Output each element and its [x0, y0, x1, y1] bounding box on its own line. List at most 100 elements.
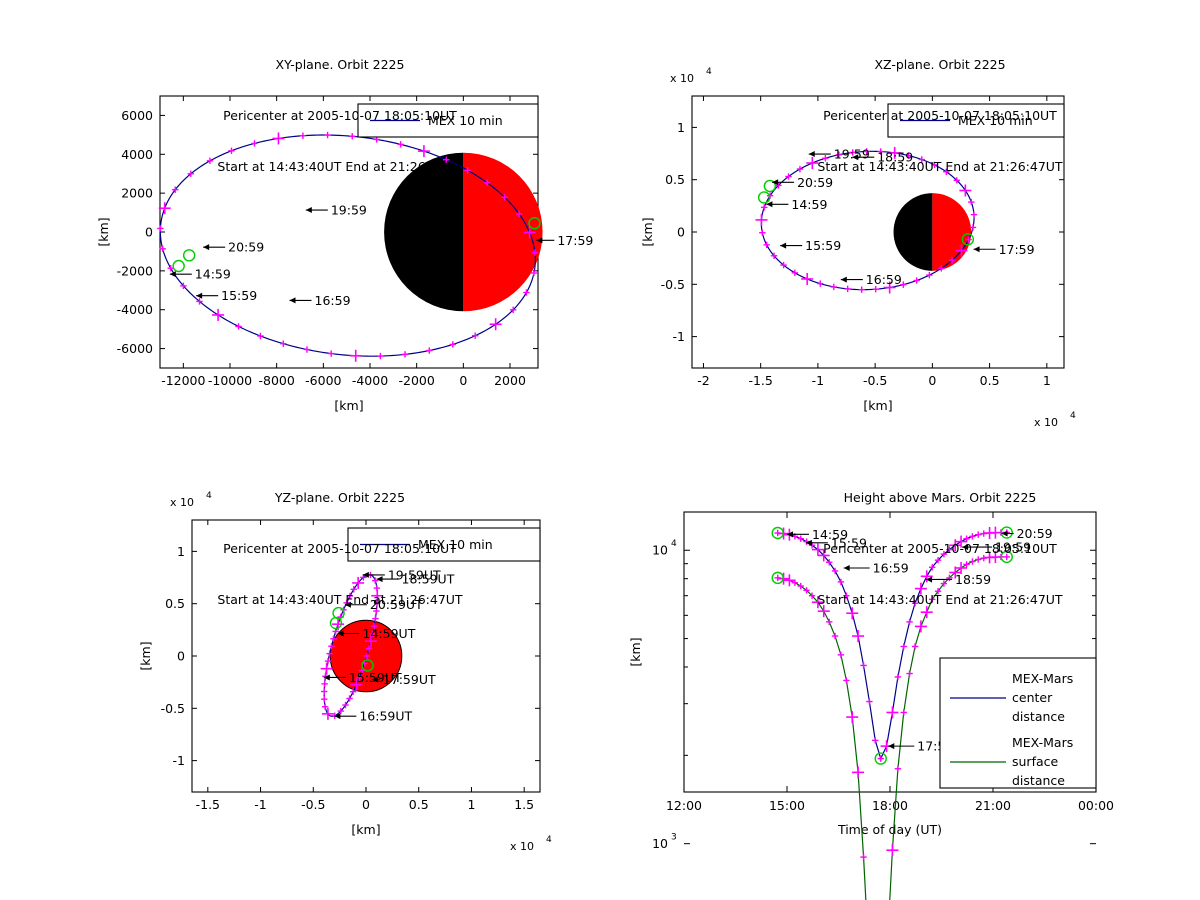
- yz-orbit-marker-26: [350, 678, 363, 691]
- xy-annotation-1759: 17:59: [536, 233, 593, 248]
- annotation-label: 14:59: [812, 527, 848, 542]
- xz-xtick-1: -1.5: [748, 373, 772, 388]
- panel-xy-title-line2: Pericenter at 2005-10-07 18:05:10UT: [223, 108, 457, 123]
- xy-orbit-marker-24: [180, 282, 187, 290]
- height-surface-marker-40: [1003, 553, 1010, 561]
- height-ytick-exponent-1: 3: [671, 833, 677, 843]
- height-center-marker-12: [843, 592, 850, 599]
- height-xlabel: Time of day (UT): [837, 822, 942, 837]
- xy-legend[interactable]: MEX 10 min: [357, 103, 539, 138]
- annotation-label: 19:59: [995, 540, 1031, 555]
- yz-orbit-marker-10: [330, 635, 337, 642]
- xz-annotation-1959: 19:59: [808, 147, 870, 162]
- yz-xlabel: [km]: [351, 822, 380, 837]
- xy-orbit-marker-34: [401, 351, 409, 358]
- xy-orbit-marker-37: [471, 332, 479, 339]
- xz-annotation-1859: 18:59: [852, 150, 913, 165]
- yz-annotation-1659: 16:59UT: [334, 709, 413, 724]
- xz-orbit-marker-13: [822, 155, 829, 162]
- xz-xaxis-exponent-power: 4: [1070, 411, 1076, 421]
- height-legend-surface-line-0: MEX-Mars: [1012, 735, 1073, 750]
- xz-yaxis-exponent-power: 4: [706, 67, 712, 77]
- height-annotation-2059: 20:59: [1001, 526, 1053, 541]
- xy-orbit-marker-35: [426, 347, 433, 354]
- yz-ytick-3: -0.5: [161, 701, 185, 716]
- height-surface-marker-25: [914, 620, 927, 633]
- height-xtick-4: 00:00: [1078, 798, 1114, 813]
- xy-orbit-marker-25: [196, 298, 203, 305]
- xz-orbit-marker-10: [863, 148, 870, 155]
- xz-orbit-marker-22: [763, 241, 770, 249]
- xz-orbit-marker-9: [877, 148, 884, 155]
- panel-yz-plane: YZ-plane. Orbit 2225 Pericenter at 2005-…: [0, 440, 600, 900]
- annotation-label: 17:59: [557, 233, 593, 248]
- yz-orbit-marker-20: [321, 707, 334, 720]
- xz-orbit-marker-35: [926, 271, 933, 279]
- yz-orbit-marker-17: [320, 688, 328, 695]
- yz-legend[interactable]: MEX 10 min: [347, 527, 541, 562]
- height-surface-marker-2: [783, 574, 796, 587]
- height-annotation-1559: 15:59: [805, 535, 867, 550]
- xz-annotation-1759: 17:59: [973, 242, 1035, 257]
- yz-orbit-marker-33: [369, 630, 376, 637]
- xy-pericenter-circle: [528, 217, 541, 230]
- yz-xtick-0: -1.5: [196, 797, 220, 812]
- xz-annotation-1459: 14:59: [766, 197, 827, 212]
- legend-label: MEX 10 min: [418, 537, 493, 552]
- xz-orbit-marker-11: [849, 149, 856, 156]
- height-annotation-1659: 16:59: [843, 560, 909, 575]
- height-surface-marker-15: [860, 853, 867, 861]
- panel-yz-title-line2: Pericenter at 2005-10-07 18:05:10UT: [223, 541, 457, 556]
- xz-orbit-marker-31: [872, 285, 879, 293]
- panel-height-above-mars: Height above Mars. Orbit 2225 Pericenter…: [600, 440, 1200, 900]
- xz-endpoint-circle-end: [757, 191, 771, 204]
- panel-xz-title-line2: Pericenter at 2005-10-07 18:05:10UT: [823, 108, 1057, 123]
- xz-orbit-marker-3: [953, 177, 961, 184]
- xz-orbit-marker-2: [959, 184, 972, 197]
- yz-orbit-marker-19: [321, 703, 329, 710]
- annotation-label: 17:59: [999, 242, 1035, 257]
- yz-orbit-marker-40: [372, 577, 379, 584]
- height-center-marker-10: [831, 567, 839, 575]
- xy-ylabel: [km]: [96, 217, 111, 246]
- xz-xtick-5: 0.5: [980, 373, 1000, 388]
- xz-ytick-1: 0.5: [665, 172, 685, 187]
- height-center-end-circle: [1000, 526, 1013, 539]
- xy-orbit-marker-21: [157, 225, 164, 232]
- yz-xtick-5: 1: [467, 797, 475, 812]
- xy-xtick-1: -10000: [208, 373, 252, 388]
- height-center-marker-34: [969, 533, 976, 540]
- xz-legend[interactable]: MEX 10 min: [887, 103, 1065, 138]
- height-surface-marker-33: [963, 561, 970, 568]
- height-surface-start-circle: [771, 571, 784, 585]
- height-center-marker-28: [934, 556, 942, 564]
- height-surface-marker-22: [900, 709, 907, 716]
- yz-orbit-marker-4: [346, 592, 354, 600]
- height-center-marker-32: [955, 535, 968, 548]
- annotation-label: 15:59: [221, 288, 257, 303]
- height-center-marker-20: [886, 706, 899, 719]
- height-legend[interactable]: MEX-Mars center distance MEX-Mars surface dis…: [939, 657, 1097, 789]
- xy-orbit-marker-27: [235, 323, 242, 330]
- xz-orbit-marker-1: [968, 198, 975, 206]
- legend-label: MEX 10 min: [428, 113, 503, 128]
- panel-yz-title-line3: Start at 14:43:40UT End at 21:26:47UT: [217, 592, 463, 607]
- height-surface-marker-26: [920, 606, 933, 619]
- height-center-marker-14: [852, 630, 865, 643]
- xz-orbit-marker-36: [938, 265, 945, 272]
- xy-orbit-marker-3: [515, 210, 523, 218]
- panel-xy-title: XY-plane. Orbit 2225 Pericenter at 2005-…: [120, 22, 560, 209]
- xy-orbit-marker-13: [299, 132, 307, 139]
- xy-ytick-5: -4000: [117, 302, 153, 317]
- xy-orbit-marker-5: [483, 179, 491, 186]
- xy-orbit-marker-8: [417, 145, 430, 158]
- xz-orbit-marker-32: [883, 281, 896, 294]
- annotation-label: 14:59: [791, 197, 827, 212]
- xz-orbit-marker-8: [888, 146, 901, 159]
- height-xtick-3: 21:00: [975, 798, 1011, 813]
- height-center-marker-26: [920, 570, 933, 583]
- height-center-pericenter-circle: [874, 752, 887, 765]
- annotation-label: 16:59: [866, 272, 902, 287]
- xy-xtick-7: 2000: [494, 373, 526, 388]
- yz-annotation-1859: 18:59UT: [376, 572, 455, 587]
